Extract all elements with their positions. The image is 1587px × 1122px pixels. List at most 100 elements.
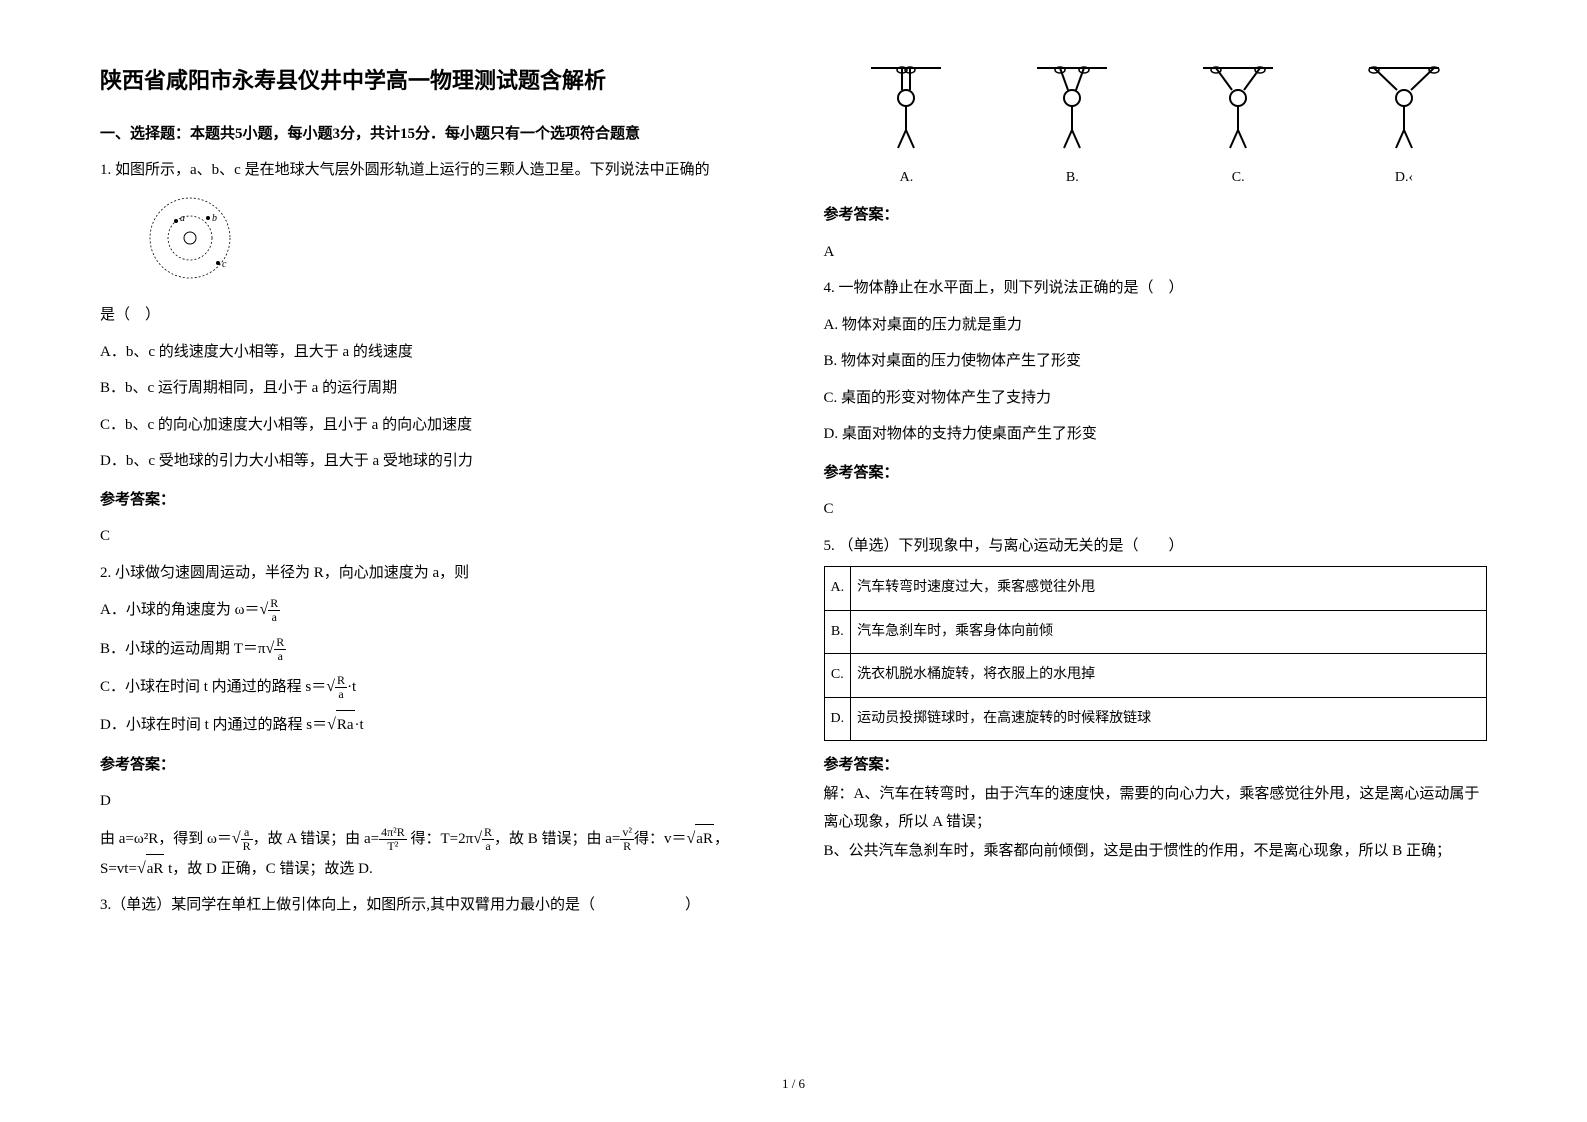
pullup-b: B. <box>1022 60 1122 191</box>
q2-optD-suffix: ·t <box>355 717 364 733</box>
question-1: 1. 如图所示，a、b、c 是在地球大气层外圆形轨道上运行的三颗人造卫星。下列说… <box>100 156 764 551</box>
q4-opt-a: A. 物体对桌面的压力就是重力 <box>824 311 1488 340</box>
pullup-figure-row: A. B. <box>824 60 1488 191</box>
sqrt-icon: √ <box>266 640 275 657</box>
pullup-a-svg <box>866 60 946 150</box>
section-1-header: 一、选择题：本题共5小题，每小题3分，共计15分．每小题只有一个选项符合题意 <box>100 120 764 149</box>
q2-expl-p5: 得：v＝ <box>634 831 687 847</box>
q2-optC-suffix: ·t <box>347 679 356 695</box>
fraction: Ra <box>268 597 280 624</box>
orbit-diagram: a b c <box>140 193 240 283</box>
pullup-c-svg <box>1198 60 1278 150</box>
q1-answer: C <box>100 522 764 551</box>
sqrt-arg: aR <box>695 824 714 854</box>
formula: a=4π²RT² <box>364 831 411 847</box>
q5-row-c-text: 洗衣机脱水桶旋转，将衣服上的水甩掉 <box>851 654 1487 698</box>
q1-opt-c: C．b、c 的向心加速度大小相等，且小于 a 的向心加速度 <box>100 411 764 440</box>
sqrt-arg: aR <box>146 854 165 884</box>
fraction: Ra <box>482 826 494 853</box>
q5-row-a-label: A. <box>824 567 851 611</box>
formula: ω＝√aR <box>207 831 253 847</box>
table-row: A. 汽车转弯时速度过大，乘客感觉往外甩 <box>824 567 1487 611</box>
question-4: 4. 一物体静止在水平面上，则下列说法正确的是（ ） A. 物体对桌面的压力就是… <box>824 274 1488 524</box>
q1-stem-after: 是（ ） <box>100 301 764 330</box>
q5-row-a-text: 汽车转弯时速度过大，乘客感觉往外甩 <box>851 567 1487 611</box>
q2-opt-c: C．小球在时间 t 内通过的路程 s＝√Ra·t <box>100 672 764 702</box>
question-3-stem: 3.（单选）某同学在单杠上做引体向上，如图所示,其中双臂用力最小的是（ ） <box>100 891 764 920</box>
pullup-label-d: D.‹ <box>1354 165 1454 192</box>
sqrt-icon: √ <box>473 830 482 847</box>
q2-expl2-a: S=vt= <box>100 861 137 877</box>
q2-optB-prefix: B．小球的运动周期 T＝π <box>100 641 266 657</box>
pullup-d-svg <box>1364 60 1444 150</box>
q4-opt-c: C. 桌面的形变对物体产生了支持力 <box>824 384 1488 413</box>
q2-explanation-line1: 由 a=ω²R，得到 ω＝√aR，故 A 错误；由 a=4π²RT² 得：T=2… <box>100 824 764 854</box>
q4-answer-label: 参考答案： <box>824 459 1488 488</box>
q2-optC-prefix: C．小球在时间 t 内通过的路程 s＝ <box>100 679 326 695</box>
page-number: 1 / 6 <box>100 1076 1487 1092</box>
q2-optA-prefix: A．小球的角速度为 ω＝ <box>100 602 259 618</box>
pullup-d: D.‹ <box>1354 60 1454 191</box>
question-2: 2. 小球做匀速圆周运动，半径为 R，向心加速度为 a，则 A．小球的角速度为 … <box>100 559 764 885</box>
q3-answer-label: 参考答案： <box>824 201 1488 230</box>
pullup-label-c: C. <box>1188 165 1288 192</box>
sqrt-icon: √ <box>326 678 335 695</box>
q5-row-b-label: B. <box>824 610 851 654</box>
table-row: B. 汽车急刹车时，乘客身体向前倾 <box>824 610 1487 654</box>
sqrt-icon: √ <box>259 601 268 618</box>
q1-opt-d: D．b、c 受地球的引力大小相等，且大于 a 受地球的引力 <box>100 447 764 476</box>
q5-row-d-text: 运动员投掷链球时，在高速旋转的时候释放链球 <box>851 697 1487 741</box>
q5-row-d-label: D. <box>824 697 851 741</box>
q2-explanation-line2: S=vt=√aR t，故 D 正确，C 错误；故选 D. <box>100 854 764 884</box>
q2-opt-b: B．小球的运动周期 T＝π√Ra <box>100 634 764 664</box>
doc-title: 陕西省咸阳市永寿县仪井中学高一物理测试题含解析 <box>100 60 764 102</box>
right-column: A. B. <box>824 60 1488 1056</box>
q2-opt-a: A．小球的角速度为 ω＝√Ra <box>100 595 764 625</box>
q1-opt-a: A．b、c 的线速度大小相等，且大于 a 的线速度 <box>100 338 764 367</box>
q1-stem-before: 1. 如图所示，a、b、c 是在地球大气层外圆形轨道上运行的三颗人造卫星。下列说… <box>100 156 764 185</box>
q4-opt-b: B. 物体对桌面的压力使物体产生了形变 <box>824 347 1488 376</box>
q5-row-c-label: C. <box>824 654 851 698</box>
pullup-c: C. <box>1188 60 1288 191</box>
page-content: 陕西省咸阳市永寿县仪井中学高一物理测试题含解析 一、选择题：本题共5小题，每小题… <box>100 60 1487 1056</box>
table-row: C. 洗衣机脱水桶旋转，将衣服上的水甩掉 <box>824 654 1487 698</box>
svg-text:b: b <box>212 213 217 224</box>
formula: a=v²R <box>605 831 634 847</box>
sqrt-arg: Ra <box>336 710 355 740</box>
q2-opt-d: D．小球在时间 t 内通过的路程 s＝√Ra·t <box>100 710 764 740</box>
q5-row-b-text: 汽车急刹车时，乘客身体向前倾 <box>851 610 1487 654</box>
q2-expl-p4: ，故 B 错误；由 <box>494 831 602 847</box>
pullup-b-svg <box>1032 60 1112 150</box>
fraction: Ra <box>274 636 286 663</box>
svg-text:a: a <box>180 213 185 224</box>
table-row: D. 运动员投掷链球时，在高速旋转的时候释放链球 <box>824 697 1487 741</box>
pullup-label-a: A. <box>856 165 956 192</box>
q1-opt-b: B．b、c 运行周期相同，且小于 a 的运行周期 <box>100 374 764 403</box>
q2-answer-label: 参考答案： <box>100 751 764 780</box>
q2-expl-p2: ，故 A 错误；由 <box>253 831 361 847</box>
q5-answer-label: 参考答案： <box>824 751 1488 780</box>
q2-expl-p1: 由 a=ω²R，得到 <box>100 831 203 847</box>
pullup-label-b: B. <box>1022 165 1122 192</box>
q4-answer: C <box>824 495 1488 524</box>
q4-opt-d: D. 桌面对物体的支持力使桌面产生了形变 <box>824 420 1488 449</box>
q2-expl-p6: ， <box>714 831 729 847</box>
fraction: Ra <box>335 674 347 701</box>
q5-stem: 5. （单选）下列现象中，与离心运动无关的是（ ） <box>824 532 1488 561</box>
q1-answer-label: 参考答案： <box>100 486 764 515</box>
sqrt-icon: √ <box>137 860 146 877</box>
q2-stem: 2. 小球做匀速圆周运动，半径为 R，向心加速度为 a，则 <box>100 559 764 588</box>
left-column: 陕西省咸阳市永寿县仪井中学高一物理测试题含解析 一、选择题：本题共5小题，每小题… <box>100 60 764 1056</box>
pullup-a: A. <box>856 60 956 191</box>
q2-answer: D <box>100 787 764 816</box>
q4-stem: 4. 一物体静止在水平面上，则下列说法正确的是（ ） <box>824 274 1488 303</box>
question-5: 5. （单选）下列现象中，与离心运动无关的是（ ） A. 汽车转弯时速度过大，乘… <box>824 532 1488 866</box>
q5-expl-2: B、公共汽车急刹车时，乘客都向前倾倒，这是由于惯性的作用，不是离心现象，所以 B… <box>824 837 1488 866</box>
q5-options-table: A. 汽车转弯时速度过大，乘客感觉往外甩 B. 汽车急刹车时，乘客身体向前倾 C… <box>824 566 1488 741</box>
svg-text:c: c <box>222 259 227 270</box>
q3-answer: A <box>824 238 1488 267</box>
sqrt-icon: √ <box>687 830 696 847</box>
q5-expl-1: 解：A、汽车在转弯时，由于汽车的速度快，需要的向心力大，乘客感觉往外甩，这是离心… <box>824 780 1488 837</box>
q2-optD-prefix: D．小球在时间 t 内通过的路程 s＝ <box>100 717 327 733</box>
q2-expl2-b: t，故 D 正确，C 错误；故选 D. <box>164 861 372 877</box>
